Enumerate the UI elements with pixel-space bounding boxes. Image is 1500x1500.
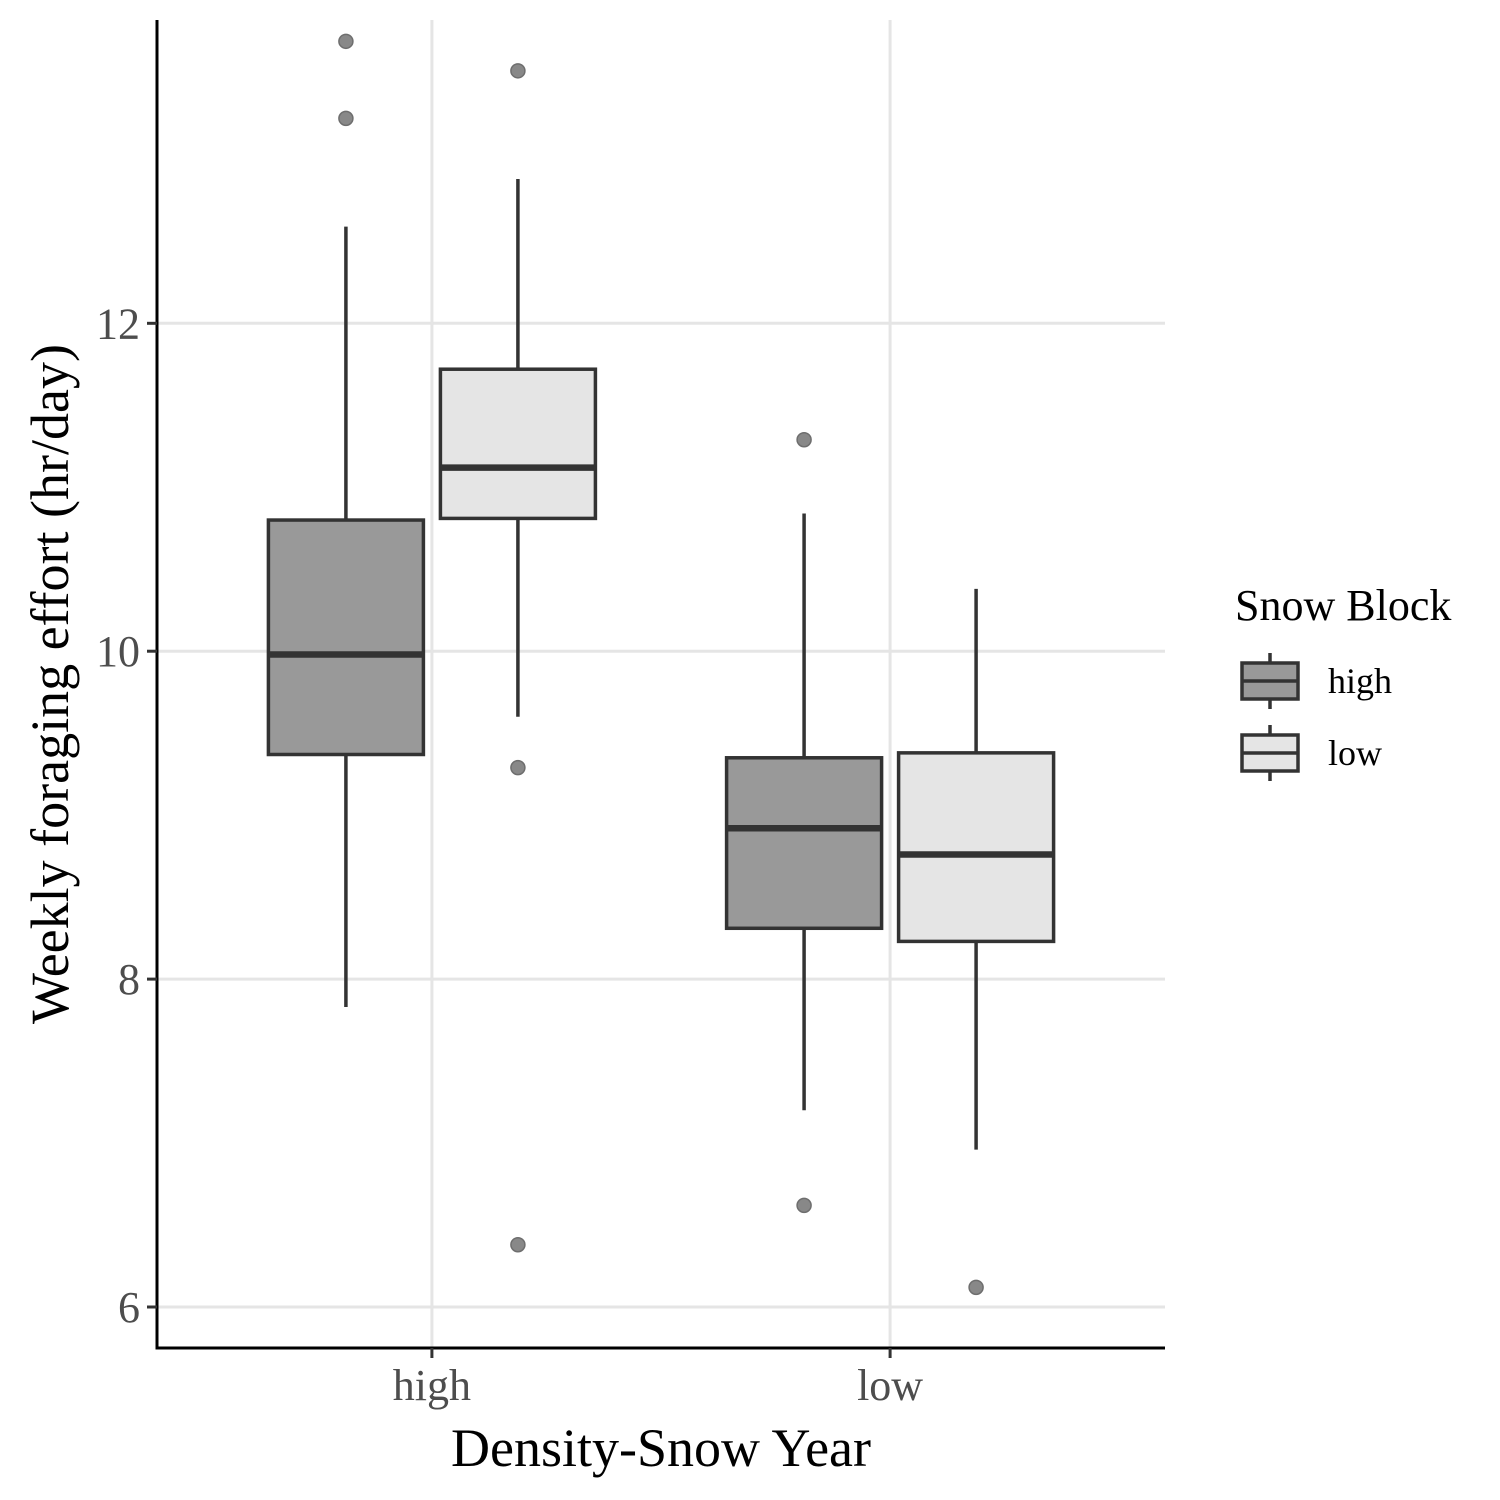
axes xyxy=(155,20,1165,1350)
box-high-high xyxy=(266,33,426,1007)
box-rect xyxy=(724,756,884,931)
legend-title: Snow Block xyxy=(1235,581,1451,630)
box-rect xyxy=(438,367,598,521)
y-axis-title: Weekly foraging effort (hr/day) xyxy=(20,344,80,1024)
outlier-point xyxy=(338,33,354,50)
outlier-point xyxy=(338,110,354,127)
outlier-point xyxy=(968,1279,984,1296)
outlier-point xyxy=(796,431,812,448)
legend: Snow Block high low xyxy=(1235,581,1451,781)
y-tick-label: 6 xyxy=(118,1283,140,1332)
outlier-point xyxy=(510,759,526,776)
legend-item-low: low xyxy=(1240,725,1382,781)
y-tick-label: 8 xyxy=(118,955,140,1004)
x-axis-title: Density-Snow Year xyxy=(451,1418,871,1478)
outlier-point xyxy=(796,1197,812,1214)
ticks: 6 8 10 12 high low xyxy=(96,299,923,1410)
y-tick-label: 10 xyxy=(96,627,140,676)
legend-label: low xyxy=(1328,733,1382,773)
outlier-point xyxy=(510,1236,526,1253)
legend-item-high: high xyxy=(1240,653,1392,709)
box-low-high xyxy=(438,63,598,1253)
boxes xyxy=(266,33,1056,1296)
x-tick-label: high xyxy=(393,1361,471,1410)
x-tick-label: low xyxy=(857,1361,923,1410)
box-rect xyxy=(896,751,1056,944)
box-rect xyxy=(266,518,426,757)
box-high-low xyxy=(724,431,884,1214)
outlier-point xyxy=(510,63,526,79)
legend-label: high xyxy=(1328,661,1392,701)
y-tick-label: 12 xyxy=(96,299,140,348)
box-low-low xyxy=(896,588,1056,1296)
